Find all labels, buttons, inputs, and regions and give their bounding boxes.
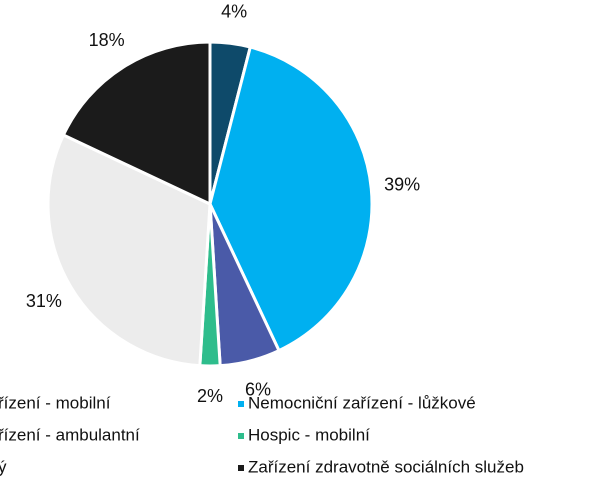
- data-label: 39%: [384, 175, 420, 195]
- legend-label: ý: [0, 457, 7, 476]
- legend-label: Hospic - mobilní: [248, 425, 370, 444]
- legend-label: řízení - ambulantní: [0, 425, 140, 444]
- data-label: 2%: [197, 386, 223, 406]
- legend-marker: [238, 465, 244, 471]
- legend-marker: [238, 433, 244, 439]
- data-label: 6%: [245, 380, 271, 400]
- data-label: 4%: [221, 1, 247, 21]
- pie-slice: [46, 133, 212, 368]
- legend-label: Nemocniční zařízení - lůžkové: [248, 393, 476, 412]
- pie-slice: [61, 40, 212, 207]
- pie-slice: [208, 45, 374, 353]
- data-label: 18%: [89, 30, 125, 50]
- legend-label: Zařízení zdravotně sociálních služeb: [248, 457, 524, 476]
- legend-marker: [238, 401, 244, 407]
- legend-label: řízení - mobilní: [0, 393, 111, 412]
- data-label: 31%: [26, 291, 62, 311]
